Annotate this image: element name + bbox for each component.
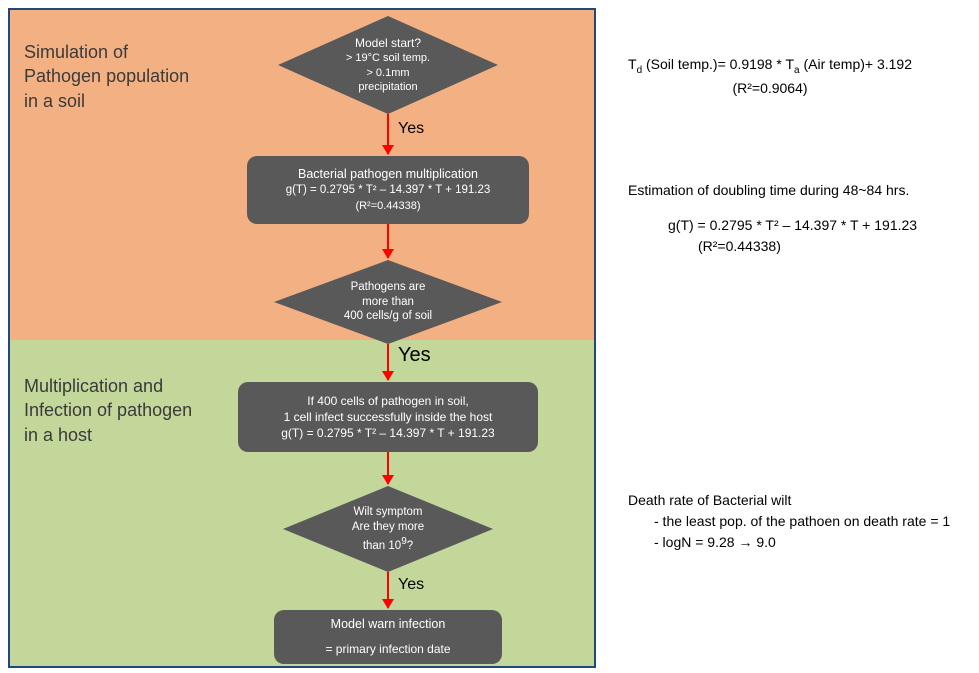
annotation-death-rate: Death rate of Bacterial wilt - the least… [628, 490, 950, 553]
annotation-doubling-time: Estimation of doubling time during 48~84… [628, 180, 917, 257]
wilt-l1: Wilt symptom [352, 505, 424, 520]
start-l4: precipitation [346, 80, 430, 94]
eq-td-t: T [628, 56, 637, 72]
edge-mult-to-threshold [387, 224, 389, 258]
left-panel: Simulation of Pathogen population in a s… [8, 8, 596, 668]
right-annotations: Td (Soil temp.)= 0.9198 * Ta (Air temp)+… [628, 0, 968, 673]
death-l1: - the least pop. of the pathoen on death… [654, 511, 950, 532]
eq-td-mid2: (Air temp)+ 3.192 [800, 56, 912, 72]
edge-label-yes-2: Yes [398, 344, 431, 367]
node-threshold-text: Pathogens are more than 400 cells/g of s… [326, 280, 450, 325]
doubling-eq: g(T) = 0.2795 * T² – 14.397 * T + 191.23 [668, 215, 917, 236]
edge-start-to-multiplication [387, 114, 389, 154]
mult-l2: g(T) = 0.2795 * T² – 14.397 * T + 191.23 [286, 183, 491, 199]
edge-label-yes-1: Yes [398, 120, 424, 138]
thresh-l2: more than [344, 295, 432, 310]
node-host-infection: If 400 cells of pathogen in soil, 1 cell… [238, 382, 538, 452]
node-warn-infection: Model warn infection = primary infection… [274, 610, 502, 664]
edge-threshold-to-host [387, 344, 389, 380]
thresh-l1: Pathogens are [344, 280, 432, 295]
node-multiplication: Bacterial pathogen multiplication g(T) =… [247, 156, 529, 224]
start-l3: > 0.1mm [346, 66, 430, 80]
start-l1: Model start? [346, 36, 430, 52]
host-l1: If 400 cells of pathogen in soil, [281, 393, 494, 409]
eq-td-mid1: (Soil temp.)= 0.9198 * T [642, 56, 794, 72]
wilt-l3: than 109? [352, 535, 424, 554]
wilt-l3-prefix: than 10 [363, 539, 401, 551]
death-title: Death rate of Bacterial wilt [628, 490, 950, 511]
mult-l3: (R²=0.44338) [286, 199, 491, 214]
edge-wilt-to-warn [387, 572, 389, 608]
node-wilt-symptom: Wilt symptom Are they more than 109? [283, 486, 493, 572]
node-model-start: Model start? > 19°C soil temp. > 0.1mm p… [278, 16, 498, 114]
warn-l2: = primary infection date [325, 641, 450, 657]
annotation-soil-temp-eq: Td (Soil temp.)= 0.9198 * Ta (Air temp)+… [628, 54, 912, 99]
soil-temp-r2: (R²=0.9064) [628, 78, 912, 99]
soil-temp-eq-line: Td (Soil temp.)= 0.9198 * Ta (Air temp)+… [628, 54, 912, 78]
wilt-l3-suffix: ? [407, 539, 413, 551]
warn-l1: Model warn infection [325, 616, 450, 633]
thresh-l3: 400 cells/g of soil [344, 309, 432, 324]
node-wilt-text: Wilt symptom Are they more than 109? [334, 505, 442, 554]
doubling-r2: (R²=0.44338) [698, 236, 917, 257]
node-model-start-text: Model start? > 19°C soil temp. > 0.1mm p… [328, 36, 448, 94]
doubling-title: Estimation of doubling time during 48~84… [628, 180, 917, 201]
flowchart: Model start? > 19°C soil temp. > 0.1mm p… [10, 10, 594, 666]
start-l2: > 19°C soil temp. [346, 51, 430, 65]
edge-host-to-wilt [387, 452, 389, 484]
mult-l1: Bacterial pathogen multiplication [286, 166, 491, 183]
host-l3: g(T) = 0.2795 * T² – 14.397 * T + 191.23 [281, 425, 494, 441]
node-threshold-soil: Pathogens are more than 400 cells/g of s… [274, 260, 502, 344]
death-l2: - logN = 9.28 → 9.0 [654, 532, 950, 553]
host-l2: 1 cell infect successfully inside the ho… [281, 409, 494, 425]
wilt-l2: Are they more [352, 520, 424, 535]
edge-label-yes-3: Yes [398, 576, 424, 594]
